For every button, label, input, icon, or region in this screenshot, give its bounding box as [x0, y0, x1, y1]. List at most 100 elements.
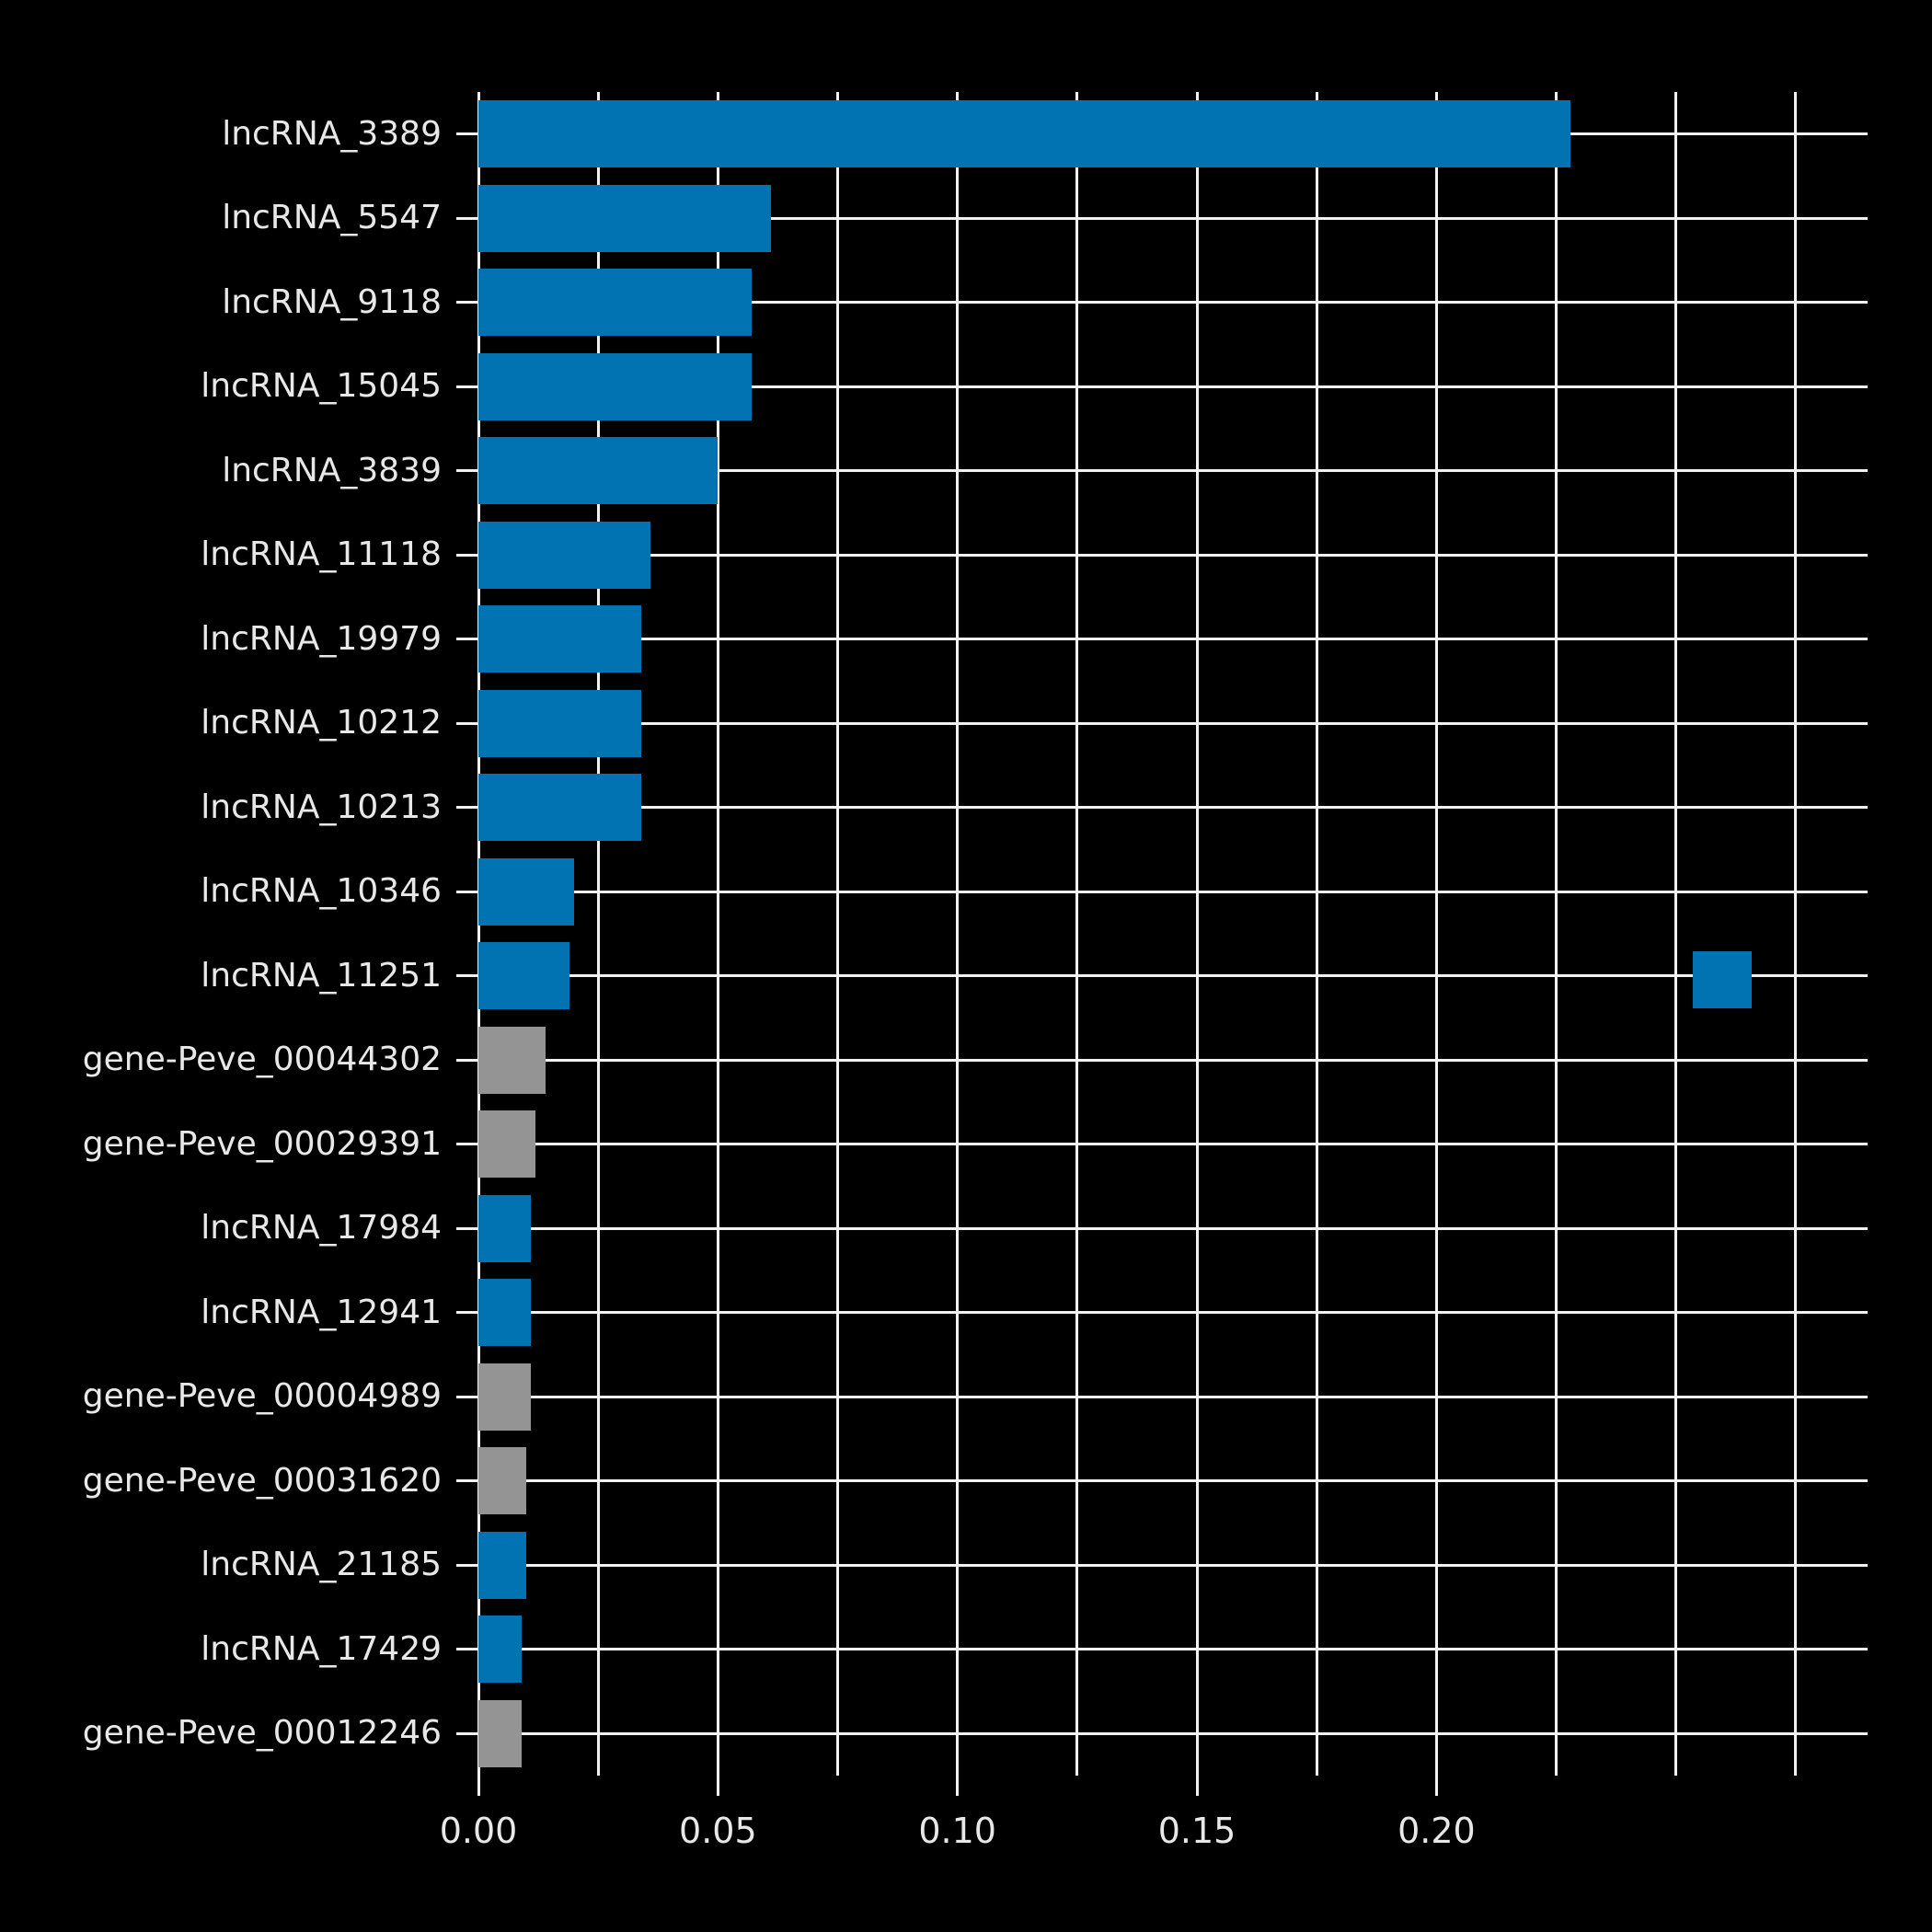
v-gridline [1434, 92, 1438, 1776]
x-tick-label: 0.05 [679, 1811, 757, 1851]
y-axis-label: lncRNA_11118 [201, 535, 442, 574]
x-tick [1434, 1776, 1438, 1796]
x-tick-label: 0.00 [439, 1811, 518, 1851]
y-tick [456, 301, 478, 305]
h-gridline [478, 385, 1868, 388]
bar-lncRNA_17984 [478, 1194, 532, 1262]
h-gridline [478, 974, 1868, 978]
y-axis-label: lncRNA_17984 [201, 1209, 442, 1248]
x-tick [477, 1776, 480, 1796]
y-axis-label: lncRNA_5547 [222, 199, 442, 237]
y-tick [456, 721, 478, 725]
h-gridline [478, 1479, 1868, 1483]
h-gridline [478, 1563, 1868, 1567]
bar-lncRNA_10213 [478, 774, 642, 842]
h-gridline [478, 890, 1868, 893]
bar-gene-Peve_00031620 [478, 1447, 527, 1515]
bar-lncRNA_17429 [478, 1616, 522, 1684]
y-tick [456, 974, 478, 978]
y-tick [456, 553, 478, 557]
x-tick-label: 0.20 [1397, 1811, 1476, 1851]
h-gridline [478, 1731, 1868, 1735]
y-tick [456, 385, 478, 388]
bar-lncRNA_12941 [478, 1279, 532, 1347]
h-gridline [478, 1648, 1868, 1651]
y-axis-label: lncRNA_17429 [201, 1629, 442, 1668]
h-gridline [478, 806, 1868, 810]
v-gridline [956, 92, 960, 1776]
bar-lncRNA_5547 [478, 184, 771, 252]
bar-lncRNA_10212 [478, 689, 642, 757]
v-gridline [716, 92, 719, 1776]
h-gridline [478, 216, 1868, 220]
v-gridline [1195, 92, 1199, 1776]
y-axis-label: lncRNA_10212 [201, 704, 442, 742]
y-axis-label: lncRNA_9118 [222, 282, 442, 321]
y-tick [456, 890, 478, 893]
bar-lncRNA_21185 [478, 1531, 527, 1599]
x-tick-label: 0.15 [1157, 1811, 1236, 1851]
y-axis-label: gene-Peve_00004989 [82, 1377, 442, 1416]
bar-lncRNA_15045 [478, 352, 752, 420]
v-gridline [1674, 92, 1678, 1776]
y-tick [456, 1058, 478, 1062]
h-gridline [478, 721, 1868, 725]
h-gridline [478, 1226, 1868, 1230]
legend-swatch [1693, 951, 1752, 1008]
bar-lncRNA_3389 [478, 100, 1571, 168]
y-tick [456, 1648, 478, 1651]
h-gridline [478, 1311, 1868, 1315]
h-gridline [478, 1143, 1868, 1146]
x-tick-label: 0.10 [918, 1811, 996, 1851]
x-tick [716, 1776, 719, 1796]
v-gridline [836, 92, 840, 1776]
y-tick [456, 638, 478, 641]
y-tick [456, 806, 478, 810]
y-axis-label: lncRNA_21185 [201, 1546, 442, 1584]
y-tick [456, 216, 478, 220]
bar-lncRNA_10346 [478, 857, 575, 926]
h-gridline [478, 1395, 1868, 1398]
y-axis-label: gene-Peve_00029391 [82, 1124, 442, 1163]
v-gridline [596, 92, 600, 1776]
y-tick [456, 1226, 478, 1230]
y-axis-label: lncRNA_11251 [201, 956, 442, 995]
bar-lncRNA_11251 [478, 942, 569, 1010]
y-tick [456, 1731, 478, 1735]
y-axis-label: lncRNA_10213 [201, 788, 442, 826]
y-axis-label: gene-Peve_00012246 [82, 1714, 442, 1753]
v-gridline [1555, 92, 1558, 1776]
bar-gene-Peve_00004989 [478, 1363, 532, 1431]
x-tick [1195, 1776, 1199, 1796]
bar-lncRNA_19979 [478, 605, 642, 673]
y-tick [456, 1479, 478, 1483]
y-tick [456, 469, 478, 473]
v-gridline [1315, 92, 1318, 1776]
bar-gene-Peve_00029391 [478, 1110, 536, 1179]
h-gridline [478, 553, 1868, 557]
v-gridline [1794, 92, 1798, 1776]
y-axis-label: lncRNA_15045 [201, 367, 442, 406]
plot-area [477, 92, 1868, 1776]
v-gridline [1075, 92, 1079, 1776]
bar-gene-Peve_00012246 [478, 1699, 522, 1767]
y-axis-label: gene-Peve_00031620 [82, 1461, 442, 1500]
v-gridline [477, 92, 480, 1776]
y-axis-label: gene-Peve_00044302 [82, 1041, 442, 1079]
y-axis-label: lncRNA_3839 [222, 451, 442, 489]
bar-lncRNA_3839 [478, 437, 719, 505]
y-tick [456, 1311, 478, 1315]
y-tick [456, 1143, 478, 1146]
bar-lncRNA_11118 [478, 521, 651, 589]
y-tick [456, 132, 478, 136]
y-axis-label: lncRNA_12941 [201, 1293, 442, 1331]
h-gridline [478, 469, 1868, 473]
x-tick [956, 1776, 960, 1796]
h-gridline [478, 638, 1868, 641]
y-tick [456, 1563, 478, 1567]
y-tick [456, 1395, 478, 1398]
h-gridline [478, 301, 1868, 305]
bar-lncRNA_9118 [478, 269, 752, 337]
y-axis-label: lncRNA_19979 [201, 619, 442, 658]
